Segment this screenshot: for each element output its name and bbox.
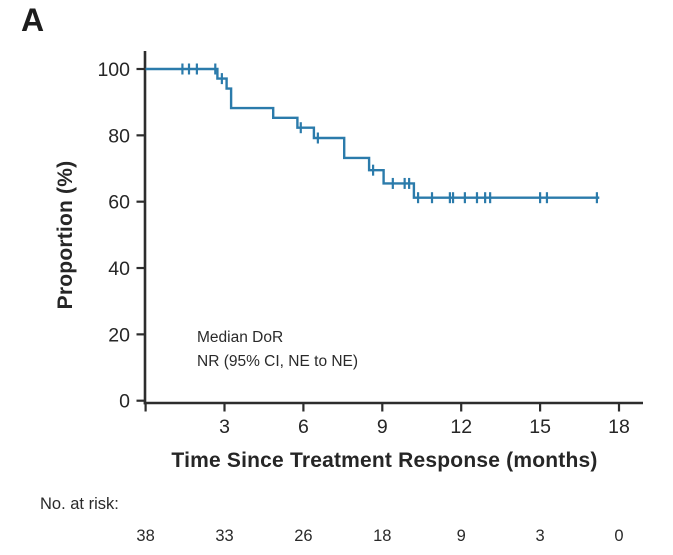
risk-table-label: No. at risk:	[40, 495, 119, 513]
x-tick-label: 9	[377, 416, 388, 438]
y-axis-title: Proportion (%)	[54, 160, 77, 310]
x-tick-label: 12	[450, 416, 472, 438]
annotation-line-2: NR (95% CI, NE to NE)	[197, 353, 359, 370]
x-tick-label: 15	[529, 416, 551, 438]
y-tick-label: 0	[119, 391, 130, 413]
y-tick-label: 40	[108, 258, 130, 280]
risk-table-row: 38 33 26 18 9 3 0	[0, 527, 673, 549]
panel-letter-label: A	[21, 2, 45, 38]
y-tick-label: 20	[108, 324, 130, 346]
risk-count: 0	[614, 527, 624, 545]
x-tick-label: 6	[298, 416, 309, 438]
risk-count: 9	[456, 527, 466, 545]
x-axis-title: Time Since Treatment Response (months)	[171, 449, 598, 472]
km-step-curve	[145, 67, 600, 199]
risk-count: 33	[215, 527, 234, 545]
risk-count: 26	[294, 527, 313, 545]
risk-count: 18	[373, 527, 392, 545]
y-tick-label: 60	[108, 192, 130, 214]
risk-count: 3	[535, 527, 545, 545]
x-tick-label: 3	[219, 416, 230, 438]
y-tick-label: 80	[108, 125, 130, 147]
annotation-line-1: Median DoR	[197, 329, 284, 346]
median-dor-annotation: Median DoR NR (95% CI, NE to NE)	[197, 326, 358, 374]
risk-count: 38	[136, 527, 155, 545]
x-tick-label: 18	[608, 416, 630, 438]
y-tick-label: 100	[97, 59, 130, 81]
